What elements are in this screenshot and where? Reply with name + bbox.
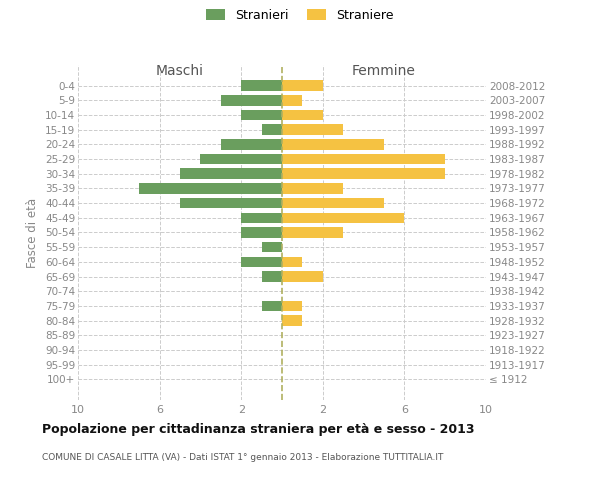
Bar — [262, 124, 282, 135]
Legend: Stranieri, Straniere: Stranieri, Straniere — [206, 8, 394, 22]
Bar — [180, 198, 282, 208]
Bar — [180, 168, 282, 179]
Bar — [262, 272, 282, 282]
Text: Femmine: Femmine — [352, 64, 416, 78]
Bar — [241, 212, 282, 223]
Bar — [282, 154, 445, 164]
Bar — [282, 256, 302, 267]
Bar — [282, 272, 323, 282]
Bar — [282, 183, 343, 194]
Bar — [282, 227, 343, 238]
Bar — [262, 300, 282, 312]
Bar — [282, 168, 445, 179]
Text: Popolazione per cittadinanza straniera per età e sesso - 2013: Popolazione per cittadinanza straniera p… — [42, 422, 475, 436]
Y-axis label: Fasce di età: Fasce di età — [26, 198, 40, 268]
Bar — [282, 316, 302, 326]
Bar — [241, 256, 282, 267]
Bar — [282, 80, 323, 91]
Bar — [221, 95, 282, 106]
Bar — [241, 110, 282, 120]
Bar — [200, 154, 282, 164]
Text: COMUNE DI CASALE LITTA (VA) - Dati ISTAT 1° gennaio 2013 - Elaborazione TUTTITAL: COMUNE DI CASALE LITTA (VA) - Dati ISTAT… — [42, 452, 443, 462]
Bar — [282, 300, 302, 312]
Bar — [139, 183, 282, 194]
Bar — [282, 124, 343, 135]
Bar — [282, 198, 384, 208]
Bar — [241, 227, 282, 238]
Bar — [221, 139, 282, 149]
Bar — [262, 242, 282, 252]
Text: Maschi: Maschi — [156, 64, 204, 78]
Bar — [282, 95, 302, 106]
Bar — [282, 212, 404, 223]
Bar — [282, 139, 384, 149]
Bar — [241, 80, 282, 91]
Bar — [282, 110, 323, 120]
